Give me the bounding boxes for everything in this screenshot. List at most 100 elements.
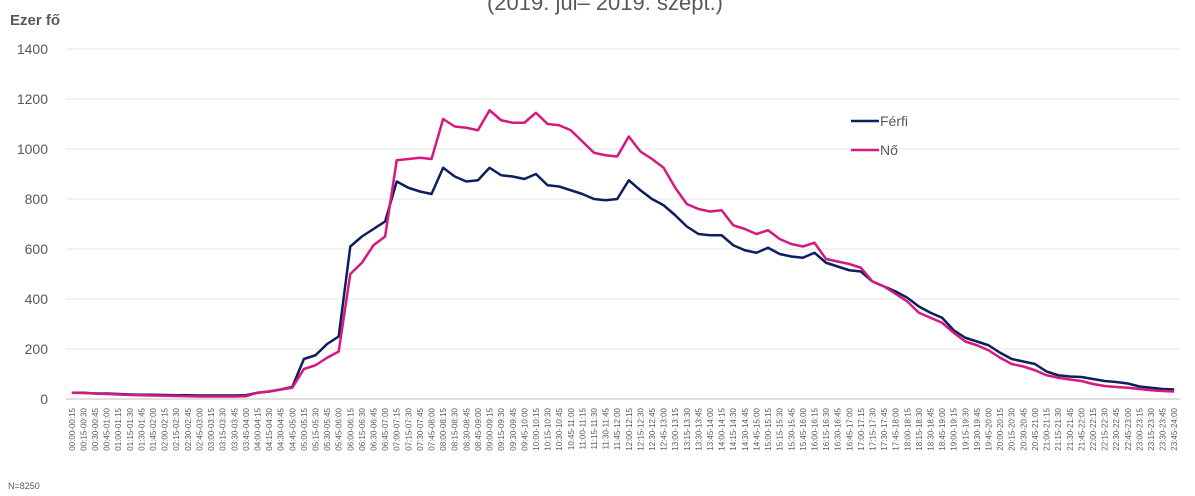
y-tick-label: 200 — [25, 341, 49, 357]
x-tick-label: 20:00-20:15 — [996, 407, 1005, 450]
x-tick-label: 02:15-02:30 — [172, 407, 181, 450]
y-axis-label: Ezer fő — [10, 12, 60, 29]
chart-subtitle: (2019. júl– 2019. szept.) — [487, 0, 723, 15]
x-tick-label: 21:15-21:30 — [1054, 407, 1063, 450]
x-tick-label: 16:15-16:30 — [822, 407, 831, 450]
x-tick-label: 01:45-02:00 — [149, 407, 158, 450]
x-tick-label: 16:00-16:15 — [810, 407, 819, 450]
x-tick-label: 19:30-19:45 — [973, 407, 982, 450]
x-tick-label: 20:45-21:00 — [1031, 407, 1040, 450]
x-tick-label: 12:15-12:30 — [636, 407, 645, 450]
x-tick-label: 23:00-23:15 — [1135, 407, 1144, 450]
x-tick-label: 14:15-14:30 — [729, 407, 738, 450]
x-tick-label: 23:30-23:45 — [1159, 407, 1168, 450]
x-tick-label: 15:00-15:15 — [764, 407, 773, 450]
x-tick-label: 13:30-13:45 — [694, 407, 703, 450]
x-tick-label: 17:30-17:45 — [880, 407, 889, 450]
x-tick-label: 01:00-01:15 — [114, 407, 123, 450]
x-tick-label: 05:15-05:30 — [311, 407, 320, 450]
y-tick-label: 1000 — [17, 141, 48, 157]
x-tick-label: 07:30-07:45 — [416, 407, 425, 450]
x-tick-label: 21:45-22:00 — [1077, 407, 1086, 450]
y-tick-label: 1200 — [17, 91, 48, 107]
x-tick-label: 11:45-12:00 — [613, 407, 622, 450]
x-tick-label: 18:15-18:30 — [915, 407, 924, 450]
x-tick-label: 01:30-01:45 — [137, 407, 146, 450]
x-tick-label: 08:00-08:15 — [439, 407, 448, 450]
x-tick-label: 16:30-16:45 — [834, 407, 843, 450]
x-tick-label: 14:45-15:00 — [752, 407, 761, 450]
x-tick-label: 15:45-16:00 — [799, 407, 808, 450]
x-tick-label: 10:15-10:30 — [544, 407, 553, 450]
x-tick-label: 12:30-12:45 — [648, 407, 657, 450]
y-tick-label: 0 — [40, 391, 48, 407]
x-tick-label: 06:30-06:45 — [370, 407, 379, 450]
x-tick-label: 19:00-19:15 — [950, 407, 959, 450]
x-tick-label: 22:45-23:00 — [1124, 407, 1133, 450]
y-tick-label: 400 — [25, 291, 49, 307]
x-tick-label: 02:00-02:15 — [161, 407, 170, 450]
x-tick-label: 07:15-07:30 — [404, 407, 413, 450]
x-tick-label: 13:15-13:30 — [683, 407, 692, 450]
x-tick-label: 17:00-17:15 — [857, 407, 866, 450]
x-tick-label: 04:00-04:15 — [253, 407, 262, 450]
x-tick-label: 08:45-09:00 — [474, 407, 483, 450]
x-tick-label: 03:15-03:30 — [219, 407, 228, 450]
x-tick-label: 09:15-09:30 — [497, 407, 506, 450]
x-tick-label: 20:30-20:45 — [1019, 407, 1028, 450]
x-tick-label: 19:45-20:00 — [985, 407, 994, 450]
x-tick-label: 11:30-11:45 — [602, 407, 611, 449]
x-tick-label: 03:45-04:00 — [242, 407, 251, 450]
x-tick-label: 21:00-21:15 — [1043, 407, 1052, 450]
x-tick-label: 08:30-08:45 — [462, 407, 471, 450]
x-tick-label: 14:00-14:15 — [718, 407, 727, 450]
x-tick-label: 22:15-22:30 — [1101, 407, 1110, 450]
x-tick-label: 14:30-14:45 — [741, 407, 750, 450]
x-tick-label: 17:45-18:00 — [892, 407, 901, 450]
x-tick-label: 20:15-20:30 — [1008, 407, 1017, 450]
x-tick-label: 07:00-07:15 — [393, 407, 402, 450]
x-tick-label: 18:00-18:15 — [903, 407, 912, 450]
x-tick-label: 13:45-14:00 — [706, 407, 715, 450]
x-tick-label: 15:15-15:30 — [776, 407, 785, 450]
x-tick-label: 16:45-17:00 — [845, 407, 854, 450]
x-tick-label: 23:15-23:30 — [1147, 407, 1156, 450]
x-tick-label: 02:30-02:45 — [184, 407, 193, 450]
x-tick-label: 13:00-13:15 — [671, 407, 680, 450]
x-tick-label: 18:45-19:00 — [938, 407, 947, 450]
x-tick-label: 10:00-10:15 — [532, 407, 541, 450]
x-tick-label: 00:45-01:00 — [103, 407, 112, 450]
x-tick-label: 09:00-09:15 — [486, 407, 495, 450]
x-tick-label: 12:45-13:00 — [660, 407, 669, 450]
x-tick-label: 11:15-11:30 — [590, 407, 599, 449]
x-tick-label: 22:30-22:45 — [1112, 407, 1121, 450]
x-tick-label: 06:00-06:15 — [346, 407, 355, 450]
x-tick-label: 06:45-07:00 — [381, 407, 390, 450]
x-tick-label: 23:45-24:00 — [1170, 407, 1179, 450]
x-tick-label: 22:00-22:15 — [1089, 407, 1098, 450]
x-tick-label: 01:15-01:30 — [126, 407, 135, 450]
x-tick-label: 08:15-08:30 — [451, 407, 460, 450]
x-tick-label: 05:00-05:15 — [300, 407, 309, 450]
x-tick-label: 04:45-05:00 — [288, 407, 297, 450]
x-tick-label: 05:30-05:45 — [323, 407, 332, 450]
y-tick-label: 1400 — [17, 41, 48, 57]
x-tick-label: 17:15-17:30 — [868, 407, 877, 450]
x-tick-label: 11:00-11:15 — [578, 407, 587, 449]
x-tick-label: 05:45-06:00 — [335, 407, 344, 450]
x-tick-label: 09:30-09:45 — [509, 407, 518, 450]
x-tick-label: 00:30-00:45 — [91, 407, 100, 450]
x-tick-label: 09:45-10:00 — [520, 407, 529, 450]
x-tick-label: 10:30-10:45 — [555, 407, 564, 450]
x-tick-label: 21:30-21:45 — [1066, 407, 1075, 450]
x-tick-label: 15:30-15:45 — [787, 407, 796, 450]
legend-label: Nő — [880, 142, 898, 158]
x-tick-label: 03:00-03:15 — [207, 407, 216, 450]
line-series — [71, 109, 1175, 398]
legend-label: Férfi — [880, 113, 908, 129]
x-tick-label: 12:00-12:15 — [625, 407, 634, 450]
x-tick-label: 07:45-08:00 — [428, 407, 437, 450]
x-tick-label: 00:15-00:30 — [79, 407, 88, 450]
x-tick-label: 18:30-18:45 — [927, 407, 936, 450]
